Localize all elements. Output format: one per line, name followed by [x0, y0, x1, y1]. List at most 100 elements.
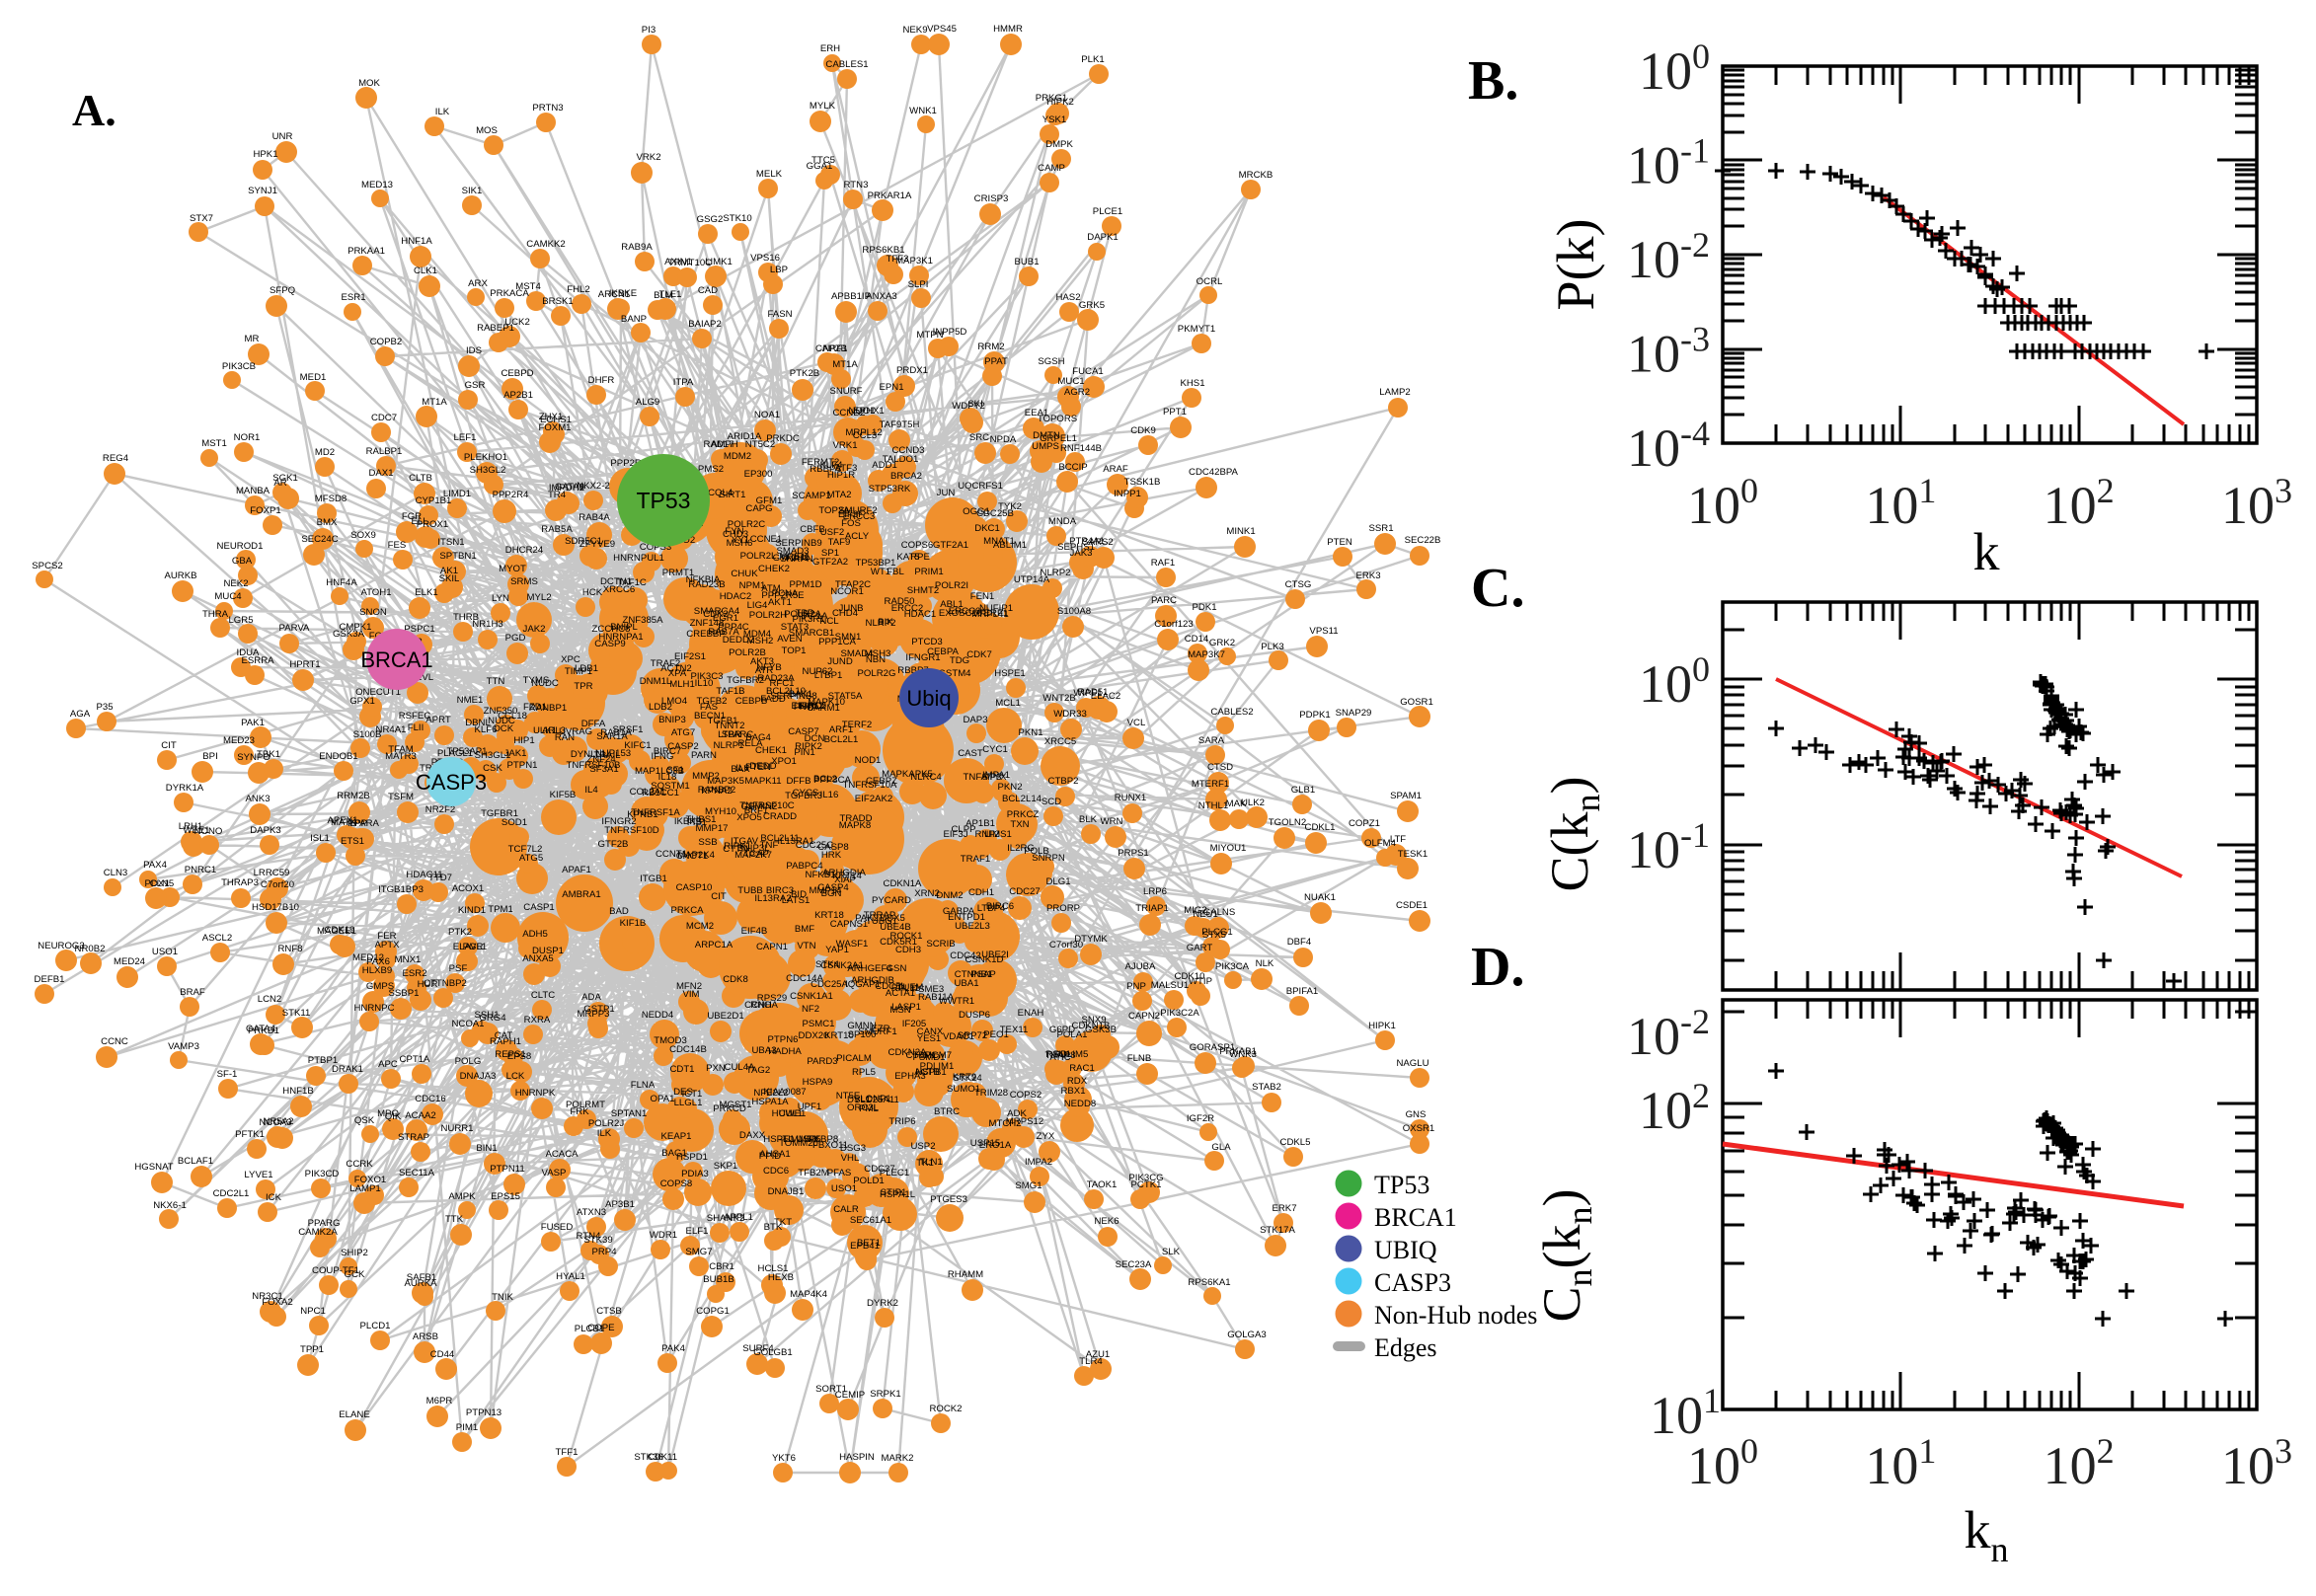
svg-text:EZR: EZR — [871, 1024, 889, 1034]
svg-text:HSPE1: HSPE1 — [994, 668, 1025, 679]
svg-text:TAF1A: TAF1A — [799, 611, 828, 622]
svg-text:CAMKK2: CAMKK2 — [526, 239, 565, 250]
svg-text:FOXA2: FOXA2 — [262, 1297, 292, 1308]
svg-text:BCL2L1: BCL2L1 — [824, 734, 859, 745]
svg-text:CREBBP: CREBBP — [686, 629, 725, 640]
svg-text:DDX20: DDX20 — [799, 1030, 829, 1041]
svg-text:PTPN11: PTPN11 — [490, 1164, 525, 1175]
svg-text:BPI: BPI — [202, 751, 217, 762]
svg-text:RB1CC1: RB1CC1 — [642, 788, 679, 798]
svg-text:TP53: TP53 — [637, 488, 691, 513]
svg-text:THRB: THRB — [453, 612, 479, 623]
svg-text:HSD17B10: HSD17B10 — [252, 902, 299, 913]
svg-text:C1orf123: C1orf123 — [1154, 619, 1193, 630]
svg-text:RIPK2: RIPK2 — [795, 741, 822, 752]
svg-text:CCNT1: CCNT1 — [656, 849, 687, 860]
svg-text:NURR1: NURR1 — [440, 1123, 473, 1134]
svg-text:RANBP1: RANBP1 — [529, 703, 567, 714]
svg-text:PTBP1: PTBP1 — [308, 1055, 338, 1066]
svg-text:TOP2A: TOP2A — [818, 505, 850, 516]
svg-text:STP53RK: STP53RK — [869, 484, 911, 494]
svg-text:NUDC: NUDC — [488, 716, 515, 726]
svg-text:HAS2: HAS2 — [1055, 292, 1080, 303]
svg-text:MCM7: MCM7 — [924, 1050, 952, 1061]
svg-text:MAPK8: MAPK8 — [839, 820, 872, 831]
svg-text:ZNF350: ZNF350 — [484, 706, 518, 717]
svg-text:XIAP: XIAP — [834, 874, 856, 885]
svg-text:UVRAG: UVRAG — [559, 726, 592, 737]
svg-text:GTF2A2: GTF2A2 — [812, 557, 848, 568]
svg-text:PRKAR1A: PRKAR1A — [868, 190, 912, 201]
svg-text:CDK10: CDK10 — [1175, 971, 1205, 982]
svg-text:PPP2R4: PPP2R4 — [493, 490, 529, 500]
svg-text:MATK: MATK — [331, 817, 357, 828]
svg-text:PIK3CA: PIK3CA — [1215, 961, 1250, 972]
svg-text:MYL2: MYL2 — [526, 592, 551, 603]
svg-text:FUSED: FUSED — [541, 1222, 574, 1233]
svg-text:CSK: CSK — [483, 763, 502, 774]
svg-text:PPP3CA: PPP3CA — [813, 775, 851, 786]
svg-text:TUBB: TUBB — [737, 885, 763, 896]
svg-text:DYRK2: DYRK2 — [867, 1298, 898, 1309]
svg-text:NLRP1: NLRP1 — [714, 740, 744, 751]
svg-text:RBX1: RBX1 — [1060, 1086, 1085, 1097]
svg-text:CDC5L: CDC5L — [875, 981, 906, 992]
svg-text:PNP: PNP — [1126, 981, 1146, 992]
svg-text:RAB1A: RAB1A — [600, 727, 632, 738]
svg-text:SEC61A1: SEC61A1 — [850, 1215, 891, 1226]
svg-text:DAPK1: DAPK1 — [1087, 232, 1118, 243]
svg-text:CDK2: CDK2 — [703, 609, 729, 620]
svg-text:HCLS1: HCLS1 — [758, 1263, 789, 1274]
svg-text:PRKDC: PRKDC — [766, 433, 800, 444]
svg-text:CTTNBP2: CTTNBP2 — [424, 978, 467, 989]
svg-text:PFAS: PFAS — [827, 1168, 852, 1178]
svg-text:CAPNS1: CAPNS1 — [830, 919, 868, 930]
svg-text:PRKCZ: PRKCZ — [1007, 809, 1040, 820]
svg-text:POLR2B: POLR2B — [729, 647, 766, 658]
svg-text:USF2: USF2 — [820, 527, 845, 538]
svg-text:LRH1: LRH1 — [179, 821, 203, 832]
svg-text:CD14: CD14 — [1185, 634, 1209, 645]
svg-text:GORASP1: GORASP1 — [1190, 1042, 1235, 1053]
svg-text:AJUBA: AJUBA — [1125, 961, 1157, 972]
svg-text:SP100: SP100 — [848, 1029, 877, 1040]
svg-text:UBE2L3: UBE2L3 — [955, 921, 990, 932]
svg-text:SPTBN1: SPTBN1 — [439, 551, 476, 562]
svg-text:KIND1: KIND1 — [458, 905, 486, 916]
svg-text:CBFB: CBFB — [800, 524, 825, 535]
svg-text:SIRT1: SIRT1 — [719, 490, 745, 500]
svg-text:LAMP2: LAMP2 — [1379, 387, 1410, 398]
svg-text:LIMD1: LIMD1 — [443, 489, 471, 499]
svg-text:PLEKHO1: PLEKHO1 — [464, 452, 507, 463]
svg-text:NPDA: NPDA — [990, 434, 1017, 445]
svg-text:LRP6: LRP6 — [1143, 886, 1167, 897]
svg-text:SMG7: SMG7 — [685, 1247, 712, 1257]
svg-text:CEBPZ: CEBPZ — [866, 776, 897, 787]
svg-text:BRSK1: BRSK1 — [542, 296, 573, 307]
svg-text:SMAD3: SMAD3 — [776, 546, 809, 557]
svg-text:AURKB: AURKB — [164, 570, 196, 581]
svg-text:GMNN: GMNN — [847, 1021, 876, 1031]
svg-text:SF-1: SF-1 — [217, 1069, 238, 1080]
svg-text:CLN5: CLN5 — [150, 878, 175, 889]
svg-text:TSFM: TSFM — [388, 792, 414, 802]
svg-text:FUCA1: FUCA1 — [1072, 366, 1103, 377]
svg-text:FEN1: FEN1 — [970, 591, 995, 602]
svg-text:MOK: MOK — [358, 78, 380, 89]
svg-text:POLG: POLG — [455, 1056, 482, 1067]
svg-text:JAK2: JAK2 — [523, 624, 546, 635]
svg-text:LIMK1: LIMK1 — [705, 257, 733, 267]
svg-text:THAP8: THAP8 — [1045, 1050, 1076, 1061]
svg-text:POLRMT: POLRMT — [566, 1100, 605, 1110]
svg-text:PXN: PXN — [706, 1063, 726, 1074]
svg-text:SH3GL1: SH3GL1 — [475, 750, 511, 761]
svg-text:NEK6: NEK6 — [1094, 1216, 1119, 1227]
svg-text:THRAP3: THRAP3 — [221, 877, 259, 888]
svg-text:RPL11: RPL11 — [891, 983, 920, 994]
svg-text:CLTB: CLTB — [409, 473, 432, 484]
svg-text:WNK3: WNK3 — [1229, 1049, 1257, 1060]
svg-text:RAC1: RAC1 — [1069, 1063, 1095, 1074]
svg-text:ZHX1: ZHX1 — [539, 412, 564, 422]
svg-text:Cn(kn): Cn(kn) — [1532, 1189, 1599, 1323]
svg-text:UPF1: UPF1 — [798, 1102, 822, 1112]
